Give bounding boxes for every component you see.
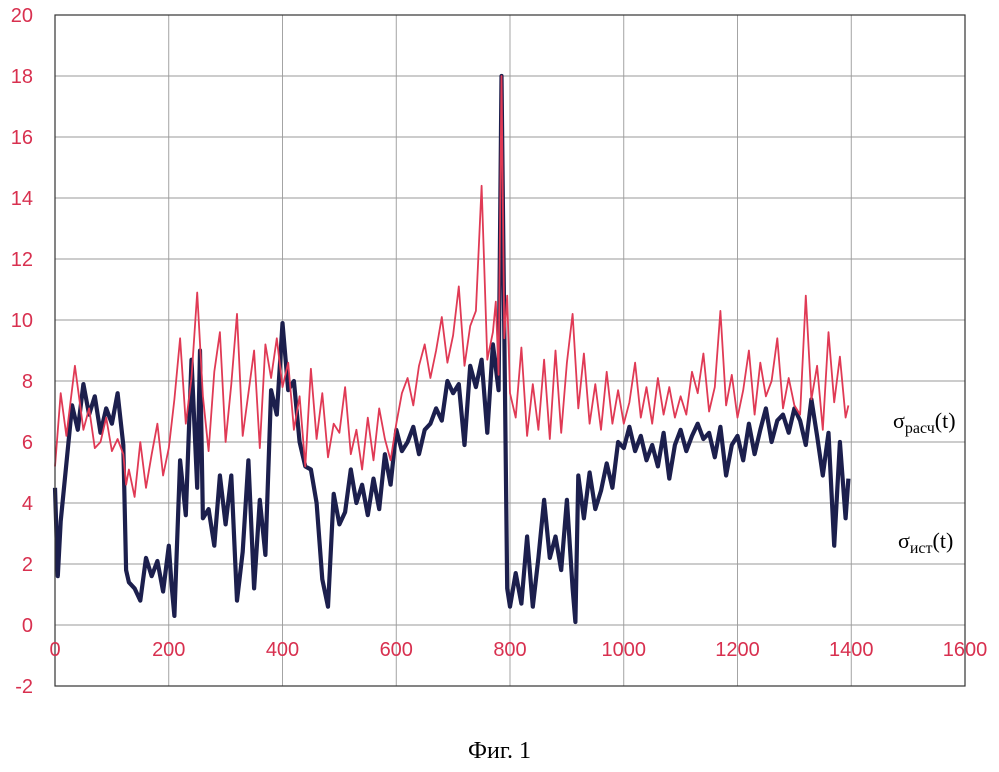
series-label-true-subscript: ист (910, 540, 933, 557)
series-lines (55, 76, 848, 622)
y-tick-label: 10 (11, 310, 33, 332)
series-label-true-symbol: σ (898, 528, 910, 553)
x-tick-label: 1000 (602, 639, 647, 661)
series-label-calculated-arg: (t) (935, 408, 956, 433)
grid-lines (55, 15, 965, 686)
y-tick-label: 12 (11, 249, 33, 271)
series-label-calculated-symbol: σ (893, 408, 905, 433)
x-tick-label: 1200 (715, 639, 760, 661)
x-tick-label: 400 (266, 639, 299, 661)
figure-caption: Фиг. 1 (0, 738, 999, 765)
y-tick-label: 0 (22, 615, 33, 637)
y-tick-label: 8 (22, 371, 33, 393)
series-label-calculated-subscript: расч (905, 420, 935, 437)
x-tick-label: 600 (380, 639, 413, 661)
x-tick-label: 1400 (829, 639, 874, 661)
series-label-true: σист(t) (898, 528, 953, 557)
y-tick-label: 18 (11, 66, 33, 88)
x-tick-label: 800 (493, 639, 526, 661)
y-tick-label: 14 (11, 188, 33, 210)
x-tick-label: 200 (152, 639, 185, 661)
series-line-calculated (55, 76, 848, 497)
y-tick-label: 2 (22, 554, 33, 576)
y-tick-label: 4 (22, 493, 33, 515)
series-label-true-arg: (t) (933, 528, 954, 553)
y-tick-label: 16 (11, 127, 33, 149)
line-chart: 0 200 400 600 800 1000 1200 1400 1600 -2 0 2 4 6 8 10 12… (0, 0, 999, 730)
x-tick-label: 1600 (943, 639, 988, 661)
y-tick-label: 20 (11, 5, 33, 27)
series-label-calculated: σрасч(t) (893, 408, 956, 437)
y-tick-label: -2 (15, 676, 33, 698)
series-line-true (55, 76, 848, 622)
x-tick-label: 0 (49, 639, 60, 661)
y-tick-label: 6 (22, 432, 33, 454)
